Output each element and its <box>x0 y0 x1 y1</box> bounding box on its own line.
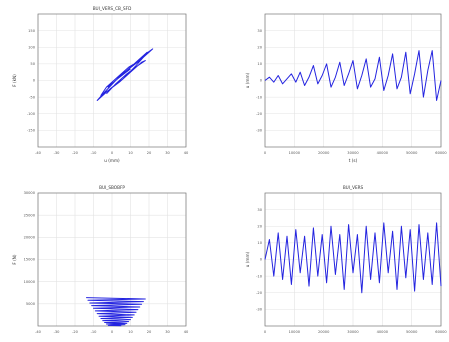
x-tick-label: -20 <box>72 330 79 334</box>
x-tick-label: 0 <box>111 330 114 334</box>
x-tick-label: 30 <box>165 151 170 155</box>
plot-frame <box>37 192 187 327</box>
x-axis-label: u (mm) <box>104 158 120 163</box>
y-tick-label: -10 <box>256 274 263 278</box>
x-tick-label: 60000 <box>435 330 447 334</box>
y-tick-label: -20 <box>256 112 263 116</box>
x-tick-label: 0 <box>264 151 267 155</box>
y-tick-label: -10 <box>256 95 263 99</box>
y-tick-label: 150 <box>28 29 36 33</box>
x-tick-label: -40 <box>35 330 42 334</box>
y-tick-label: -20 <box>256 291 263 295</box>
x-tick-label: -30 <box>54 151 61 155</box>
x-tick-label: 20 <box>147 330 152 334</box>
chart-panel-1: -40 -30 -20 -10 0 10 20 30 40-150-100-5005010015… <box>12 6 189 163</box>
chart-title: BUI_VERS_CB_SFD <box>93 6 132 11</box>
x-tick-label: 20 <box>147 151 152 155</box>
series-line-1 <box>264 50 442 101</box>
y-tick-label: -50 <box>29 95 36 99</box>
chart-title: BUI_VERS <box>343 185 364 190</box>
y-tick-label: -100 <box>27 112 36 116</box>
y-axis-label: u (mm) <box>245 251 250 267</box>
x-tick-label: -10 <box>91 151 98 155</box>
x-axis-label: t (s) <box>349 158 358 163</box>
y-tick-label: -30 <box>256 308 263 312</box>
x-tick-label: 30000 <box>347 151 359 155</box>
x-tick-label: 10000 <box>289 330 301 334</box>
x-tick-label: 0 <box>111 151 114 155</box>
y-tick-label: 10 <box>257 241 262 245</box>
x-tick-label: 10000 <box>289 151 301 155</box>
x-tick-label: 40000 <box>377 151 389 155</box>
series-line-1 <box>96 48 154 101</box>
y-axis-label: F (N) <box>12 254 17 265</box>
x-tick-label: 50000 <box>406 330 418 334</box>
y-tick-label: -30 <box>256 129 263 133</box>
series-line-1 <box>264 222 442 294</box>
y-tick-label: 5000 <box>26 302 36 306</box>
x-tick-label: 10 <box>128 330 133 334</box>
x-tick-label: -10 <box>91 330 98 334</box>
y-axis-label: F (kN) <box>12 74 17 87</box>
y-tick-label: 30000 <box>24 191 36 195</box>
y-tick-label: -150 <box>27 129 36 133</box>
series-line-1 <box>86 297 146 327</box>
x-tick-label: -30 <box>54 330 61 334</box>
x-tick-label: 40000 <box>377 330 389 334</box>
x-tick-label: 20000 <box>318 151 330 155</box>
x-tick-label: 60000 <box>435 151 447 155</box>
y-tick-label: 30 <box>257 29 262 33</box>
y-tick-label: 0 <box>260 258 263 262</box>
plot-frame <box>37 13 187 148</box>
y-tick-label: 20 <box>257 45 262 49</box>
y-tick-label: 30 <box>257 208 262 212</box>
y-tick-label: 10 <box>257 62 262 66</box>
x-tick-label: -40 <box>35 151 42 155</box>
x-tick-label: 0 <box>264 330 267 334</box>
x-tick-label: 20000 <box>318 330 330 334</box>
y-tick-label: 20000 <box>24 236 36 240</box>
x-tick-label: 40 <box>184 151 189 155</box>
x-tick-label: 40 <box>184 330 189 334</box>
y-tick-label: 20 <box>257 224 262 228</box>
chart-panel-2: 0 10000 20000 30000 40000 50000 60000 -30 -20 -10… <box>245 13 447 163</box>
chart-panel-3: -40 -30 -20 -10 0 10 20 30 40 5000 10000 15000 20000… <box>12 185 189 334</box>
x-tick-label: 50000 <box>406 151 418 155</box>
y-tick-label: 0 <box>260 79 263 83</box>
y-tick-label: 0 <box>33 79 36 83</box>
y-tick-label: 50 <box>30 62 35 66</box>
x-tick-label: 30000 <box>347 330 359 334</box>
y-axis-label: u (mm) <box>245 72 250 88</box>
chart-panel-4: 0 10000 20000 30000 40000 50000 60000 -30 -20 -10… <box>245 185 447 334</box>
y-tick-label: 25000 <box>24 213 36 217</box>
y-tick-label: 100 <box>28 45 36 49</box>
y-tick-label: 15000 <box>24 258 36 262</box>
chart-title: BUI_SBOBFP <box>99 185 125 190</box>
x-tick-label: 10 <box>128 151 133 155</box>
y-tick-label: 10000 <box>24 280 36 284</box>
x-tick-label: 30 <box>165 330 170 334</box>
x-tick-label: -20 <box>72 151 79 155</box>
